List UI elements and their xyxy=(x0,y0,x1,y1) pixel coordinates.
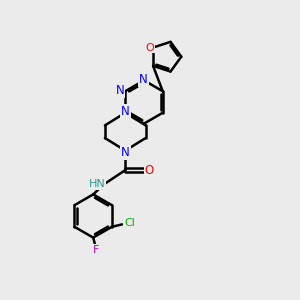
Text: HN: HN xyxy=(89,179,106,189)
Text: Cl: Cl xyxy=(124,218,135,228)
Text: O: O xyxy=(145,43,154,52)
Text: F: F xyxy=(92,245,99,255)
Text: O: O xyxy=(145,164,154,177)
Text: N: N xyxy=(139,73,148,86)
Text: N: N xyxy=(121,104,130,118)
Text: N: N xyxy=(116,84,124,97)
Text: N: N xyxy=(121,146,130,159)
